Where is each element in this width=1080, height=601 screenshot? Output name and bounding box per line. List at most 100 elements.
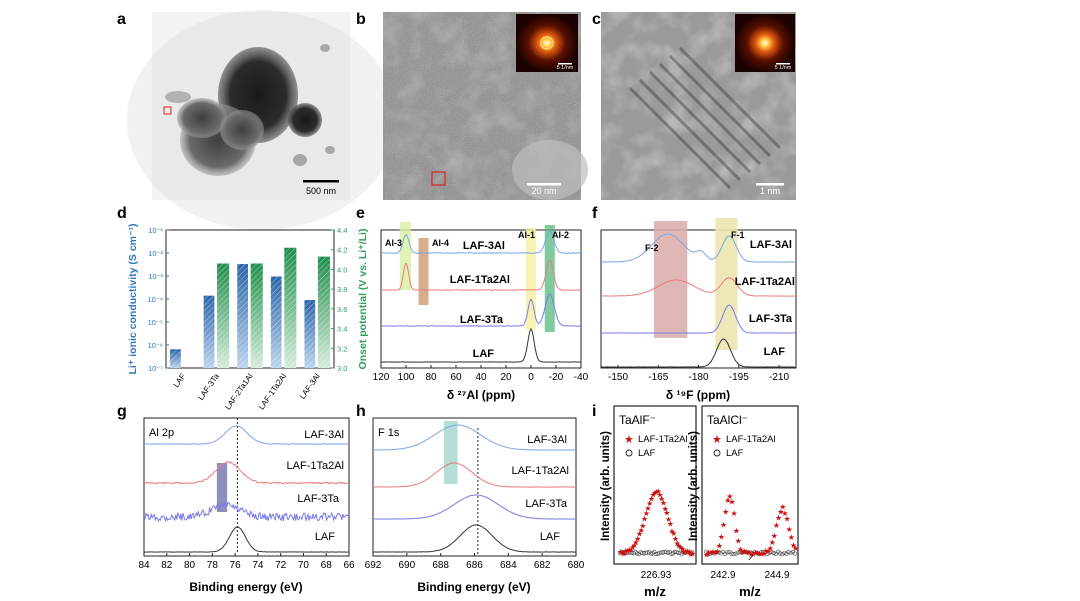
i-right-sample-point-24: ★ (754, 548, 761, 557)
i-right-laf-point-0 (703, 549, 709, 554)
title-g: Al 2p (149, 427, 174, 439)
title-i-left: TaAlF⁻ (619, 413, 656, 427)
rtick-label-d-4: 3.6 (337, 305, 347, 314)
i-right-laf-point-24 (754, 550, 760, 556)
i-right-laf-point-42 (792, 551, 798, 556)
ylabel-i-right: Intensity (arb. units) (688, 431, 700, 541)
xlabel-e: δ ²⁷Al (ppm) (447, 388, 515, 402)
i-right-sample-point-31: ★ (769, 538, 776, 547)
ltick-label-d-1: 10⁻² (148, 249, 163, 258)
region-al4 (418, 238, 429, 305)
xtick-d-0: LAF (172, 372, 188, 389)
xtick-g-ticklabel-0: 84 (138, 560, 150, 571)
x-axis-ticks-d: LAF LAF-3Ta LAF-2Ta1Al LAF-1Ta2Al LAF-3Al (172, 372, 322, 412)
fft-inset-b (516, 14, 578, 72)
i-left-sample-point-15: ★ (643, 509, 650, 518)
i-left-sample-point-41: ★ (687, 550, 694, 559)
i-right-laf-point-23 (752, 550, 757, 555)
i-right-laf-point-33 (773, 551, 779, 557)
xtick-g-ticklabel-7: 70 (298, 560, 310, 571)
i-right-sample-point-5: ★ (714, 548, 721, 557)
i-right-sample-point-26: ★ (758, 550, 765, 559)
i-left-sample-point-31: ★ (670, 529, 677, 538)
scale-bar-a: 500 nm (306, 186, 336, 196)
i-left-sample-point-18: ★ (648, 494, 655, 503)
xlabel-h: Binding energy (eV) (417, 580, 530, 594)
rtick-label-d-0: 4.4 (337, 226, 347, 235)
x-axis-ticks-g: 84 82 80 78 76 74 72 70 68 66 (138, 553, 355, 571)
i-right-sample-point-11: ★ (726, 492, 733, 501)
x-axis-ticks-e: 120 100 80 60 40 20 0 -20 -40 (373, 365, 589, 383)
i-left-sample-point-8: ★ (631, 541, 638, 550)
curves-g (143, 425, 350, 553)
region-label-al3: Al-3 (385, 238, 402, 248)
i-right-sample-point-12: ★ (728, 498, 735, 507)
series-label-e-3: LAF (473, 348, 495, 360)
i-left-sample-point-11: ★ (636, 529, 643, 538)
xlabel-f: δ ¹⁹F (ppm) (666, 388, 730, 402)
i-right-sample-point-13: ★ (731, 509, 738, 518)
i-left-sample-point-9: ★ (632, 538, 639, 547)
scale-bar-b: 20 nm (531, 186, 556, 196)
i-right-sample-point-17: ★ (739, 548, 746, 557)
scale-bar-c: 1 nm (760, 186, 780, 196)
plot-frame-i-left (613, 405, 697, 565)
fft-scale-b: 5 1/nm (557, 65, 574, 71)
i-right-sample-point-30: ★ (767, 544, 774, 553)
rtick-label-d-3: 3.8 (337, 285, 347, 294)
panel-letter-c: c (592, 11, 601, 28)
x-axis-ticks-f: -150 -165 -180 -195 -210 (608, 365, 789, 383)
panel-g: g 84 82 80 78 76 74 72 70 68 66 Al 2p LAF-3Al LAF… (117, 403, 355, 594)
i-left-sample-point-0: ★ (617, 547, 624, 556)
xtick-d-4: LAF-3Al (298, 372, 322, 401)
fft-inset-c (735, 14, 795, 72)
xtick-g-ticklabel-6: 72 (275, 560, 287, 571)
i-left-sample-point-35: ★ (677, 543, 684, 552)
series-label-g-2: LAF-3Ta (297, 493, 339, 505)
i-right-laf-point-31 (769, 549, 774, 555)
panel-letter-a: a (117, 11, 126, 28)
xtick-g-ticklabel-5: 74 (252, 560, 264, 571)
i-left-sample-point-37: ★ (680, 548, 687, 557)
panel-d: d 10⁻¹ 10⁻² 10⁻³ 10⁻⁴ 10⁻⁵ 10⁻⁶ 10⁻⁷ 4.4 4.2 4.0… (117, 205, 369, 411)
curve-g-0 (143, 425, 349, 445)
series-label-f-2: LAF-3Ta (749, 313, 793, 325)
xlabel-i-left: m/z (644, 584, 666, 599)
x-axis-ticks-h: 692 690 688 686 684 682 680 (365, 553, 585, 571)
i-right-laf-point-13 (731, 551, 736, 557)
curve-f-1 (601, 277, 797, 297)
xtick-h-ticklabel-2: 688 (432, 560, 449, 571)
i-right-sample-point-40: ★ (788, 533, 795, 542)
series-label-e-0: LAF-3Al (463, 240, 505, 252)
i-left-sample-point-20: ★ (651, 489, 658, 498)
i-right-laf-point-3 (710, 550, 715, 555)
xtick-g-ticklabel-1: 82 (161, 560, 173, 571)
panel-letter-e: e (356, 205, 365, 222)
panel-a: a 500 nm (117, 10, 397, 230)
i-right-sample-point-21: ★ (748, 550, 755, 559)
i-left-sample-point-34: ★ (675, 542, 682, 551)
i-right-sample-point-23: ★ (752, 549, 759, 558)
curve-h-3 (373, 524, 577, 553)
ltick-label-d-6: 10⁻⁷ (148, 364, 163, 373)
region-al1 (526, 228, 536, 330)
ylabel-left-d: Li⁺ ionic conductivity (S cm⁻¹) (127, 223, 139, 374)
i-right-laf-point-29 (765, 551, 770, 556)
panel-c: c 5 1/nm 1 nm (592, 11, 796, 200)
i-left-sample-point-7: ★ (629, 543, 636, 552)
region-label-al1: Al-1 (518, 230, 535, 240)
i-right-sample-point-35: ★ (777, 507, 784, 516)
i-right-sample-point-6: ★ (716, 541, 723, 550)
i-right-sample-point-2: ★ (707, 548, 714, 557)
xtick-i-right-1: 244.9 (764, 570, 789, 581)
curves-h (372, 424, 577, 553)
i-left-sample-point-40: ★ (686, 547, 693, 556)
series-label-g-1: LAF-1Ta2Al (287, 460, 344, 472)
left-axis-ticks-d: 10⁻¹ 10⁻² 10⁻³ 10⁻⁴ 10⁻⁵ 10⁻⁶ 10⁻⁷ (147, 226, 169, 373)
i-left-sample-point-32: ★ (672, 535, 679, 544)
panel-letter-f: f (592, 205, 598, 222)
selection-box-b (431, 171, 446, 186)
xtick-h-ticklabel-3: 686 (466, 560, 483, 571)
xtick-e-ticklabel-1: 100 (398, 372, 415, 383)
